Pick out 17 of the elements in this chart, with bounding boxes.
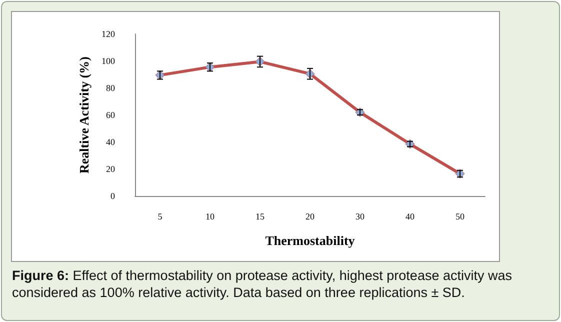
x-tick-label: 15	[256, 212, 265, 222]
x-tick-label: 10	[206, 212, 215, 222]
caption: Figure 6: Effect of thermostability on protease activity, highest protease activity was considered as 100% relative activity. Data based on three replications ± SD.	[12, 267, 513, 301]
x-tick-label: 40	[406, 212, 415, 222]
x-axis-title: Thermostability	[265, 233, 356, 248]
x-tick-label: 5	[158, 212, 163, 222]
x-tick-label: 20	[306, 212, 315, 222]
y-tick-label: 0	[110, 191, 116, 201]
y-tick-label: 100	[102, 56, 116, 66]
y-tick-label: 80	[106, 83, 116, 93]
y-tick-label: 40	[106, 137, 116, 147]
y-tick-label: 20	[106, 164, 116, 174]
x-tick-label: 30	[356, 212, 365, 222]
y-axis-title: Realtive Activity (%)	[76, 56, 92, 174]
x-tick-label: 50	[456, 212, 465, 222]
y-tick-label: 60	[106, 110, 116, 120]
y-tick-label: 120	[102, 29, 116, 39]
